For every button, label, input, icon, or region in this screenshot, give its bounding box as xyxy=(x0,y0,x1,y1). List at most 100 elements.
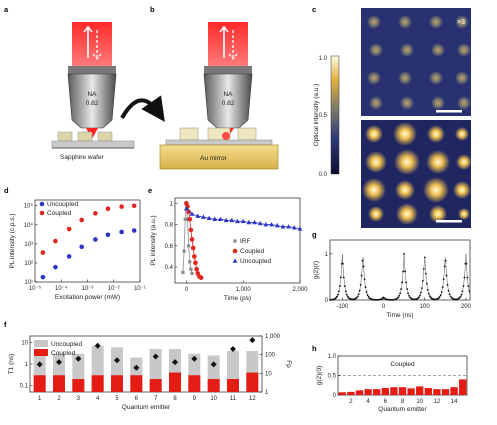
data-point xyxy=(198,275,204,280)
laser-beam xyxy=(208,22,248,66)
data-point xyxy=(461,290,464,293)
data-point xyxy=(441,286,444,289)
data-point xyxy=(218,216,223,222)
chart-g: -100 0 100 200 0 1 Time (ns) g(2)(τ) xyxy=(313,239,472,319)
colorbar-tick: 1.0 xyxy=(319,56,328,62)
annotation-label: Coupled xyxy=(390,361,415,368)
data-point xyxy=(93,237,98,242)
data-point xyxy=(458,297,461,299)
purcell-point xyxy=(133,364,140,371)
emitter-spot xyxy=(365,125,383,143)
data-point xyxy=(397,296,400,299)
panel-label-a: a xyxy=(4,5,9,14)
data-point xyxy=(252,219,257,225)
data-point xyxy=(337,290,340,293)
data-point xyxy=(192,254,197,259)
emitter-spot xyxy=(367,15,381,29)
emitter-spot xyxy=(362,178,386,202)
data-point xyxy=(446,284,449,286)
data-point xyxy=(405,281,407,284)
bar-coupled xyxy=(91,375,104,392)
bar-coupled xyxy=(111,375,123,392)
x-tick-label: 200 xyxy=(461,304,472,310)
data-point xyxy=(363,278,366,281)
data-point xyxy=(365,291,368,293)
data-point xyxy=(358,289,361,292)
x-tick-label: 8 xyxy=(401,399,405,405)
data-point xyxy=(297,226,303,231)
y-tick-label: 0.4 xyxy=(165,265,174,271)
legend-marker xyxy=(232,258,238,263)
data-point xyxy=(467,285,470,287)
data-point xyxy=(426,288,429,291)
y-axis-label: g(2)(τ) xyxy=(313,261,320,279)
y-tick-label: 0 xyxy=(325,298,329,304)
data-point xyxy=(66,254,72,259)
emitter-glow xyxy=(222,132,230,140)
data-point xyxy=(425,282,428,285)
emitter-spot xyxy=(457,43,471,57)
y-axis-label: T1 (ns) xyxy=(8,354,15,375)
x-tick-label: 0 xyxy=(382,304,386,310)
y-axis-label: PL intensity (c.p.s.) xyxy=(9,213,16,268)
data-point xyxy=(364,286,367,289)
bar-g2 xyxy=(355,390,364,395)
emitter-spot xyxy=(431,43,445,57)
data-point xyxy=(421,279,424,282)
y-tick-label: 0.1 xyxy=(20,384,29,390)
data-point xyxy=(404,270,407,273)
bar-coupled xyxy=(227,379,239,392)
x-tick-label: 100 xyxy=(420,304,431,310)
x-tick-label: 3 xyxy=(77,396,81,402)
data-point xyxy=(105,206,111,211)
bar-g2 xyxy=(450,387,458,395)
x-tick-label: 5 xyxy=(115,396,119,402)
panel-label-c: c xyxy=(312,5,316,14)
data-point xyxy=(362,265,365,268)
data-point xyxy=(408,294,410,297)
bar-g2 xyxy=(364,389,372,395)
bar-uncoupled xyxy=(227,351,239,392)
x-tick-label: 1 xyxy=(38,396,42,402)
panel-label-g: g xyxy=(312,230,317,239)
plot-frame xyxy=(329,239,471,301)
x-tick-label: 2,000 xyxy=(292,287,308,293)
legend-label: Uncoupled xyxy=(240,258,271,265)
data-point xyxy=(286,224,292,229)
bar-coupled xyxy=(72,379,85,392)
x-tick-label: 11 xyxy=(230,396,237,402)
emitter-spot xyxy=(429,205,447,223)
panel-label-d: d xyxy=(4,186,9,195)
data-point xyxy=(465,262,468,265)
y-tick-label: 0.6 xyxy=(165,244,174,250)
emitter-spot xyxy=(396,203,418,225)
bar-coupled xyxy=(33,375,46,392)
data-point xyxy=(421,287,423,290)
bar-g2 xyxy=(459,379,467,395)
legend-swatch xyxy=(34,340,48,347)
data-point xyxy=(335,297,337,299)
y-tick-label: 10³ xyxy=(24,242,33,248)
data-point xyxy=(263,221,269,227)
data-point xyxy=(336,295,338,298)
objective-na-label: NA xyxy=(87,91,97,98)
data-point xyxy=(229,217,235,223)
y-axis-label: PL intensity (a.u.) xyxy=(150,215,157,265)
emitter-spot xyxy=(429,71,443,85)
colorbar-label: Optical intensity (a.u.) xyxy=(313,84,320,147)
emitter-spot xyxy=(393,122,417,146)
legend-label: IRF xyxy=(240,238,251,245)
substrate-label-a: Sapphire wafer xyxy=(60,154,105,161)
bar-g2 xyxy=(424,387,432,395)
bar-coupled xyxy=(130,375,143,392)
x-tick-label: 10⁻¹ xyxy=(134,286,146,292)
y2-tick-label: 10 xyxy=(265,371,272,377)
x-tick-label: 2 xyxy=(57,396,61,402)
bar-uncoupled xyxy=(169,348,181,392)
data-point xyxy=(189,237,195,242)
laser-beam xyxy=(72,22,112,66)
emitter-spot xyxy=(456,154,472,170)
x-tick-label: 10 xyxy=(416,399,423,405)
data-point xyxy=(338,285,341,287)
